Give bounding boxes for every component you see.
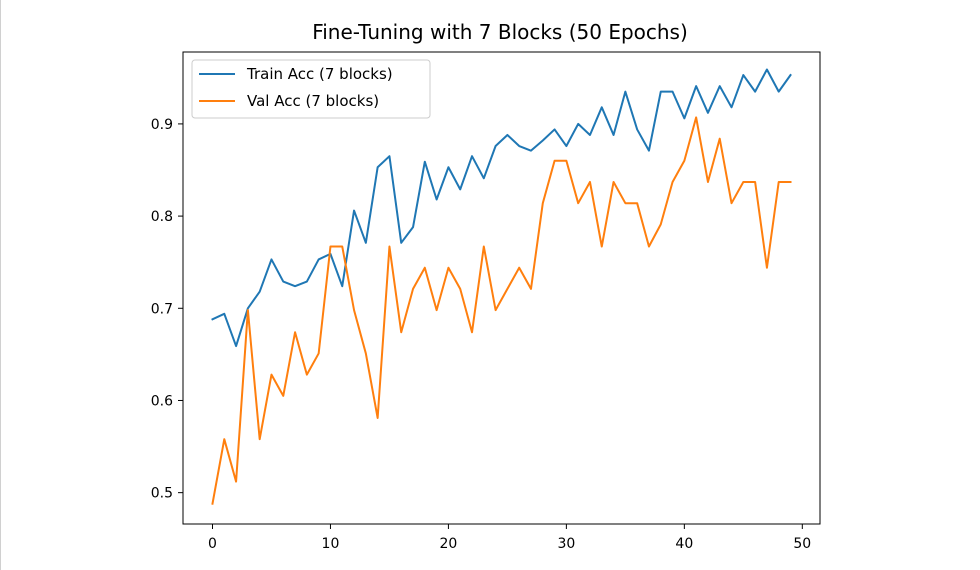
x-tick-label: 20 xyxy=(440,536,458,552)
y-tick-label: 0.7 xyxy=(151,301,173,317)
x-tick-label: 10 xyxy=(322,536,340,552)
x-axis: 0 10 20 30 40 50 xyxy=(208,524,811,552)
legend-label: Train Acc (7 blocks) xyxy=(246,65,393,83)
axes-frame xyxy=(182,51,821,525)
series-line-train-acc xyxy=(211,68,792,348)
series-lines xyxy=(211,68,792,505)
x-tick-label: 0 xyxy=(208,536,217,552)
series-line-val-acc xyxy=(211,116,792,505)
x-tick-label: 40 xyxy=(675,536,693,552)
y-axis: 0.5 0.6 0.7 0.8 0.9 xyxy=(151,117,183,502)
y-tick-label: 0.9 xyxy=(151,117,173,133)
plot-area xyxy=(182,51,821,525)
y-tick-label: 0.6 xyxy=(151,393,173,409)
x-tick-label: 50 xyxy=(793,536,811,552)
legend-box xyxy=(191,59,431,119)
legend-label: Val Acc (7 blocks) xyxy=(247,92,379,110)
y-tick-label: 0.8 xyxy=(151,209,173,225)
chart-title: Fine-Tuning with 7 Blocks (50 Epochs) xyxy=(312,20,688,44)
legend: Train Acc (7 blocks) Val Acc (7 blocks) xyxy=(191,59,431,119)
x-tick-label: 30 xyxy=(557,536,575,552)
y-tick-label: 0.5 xyxy=(151,486,173,502)
